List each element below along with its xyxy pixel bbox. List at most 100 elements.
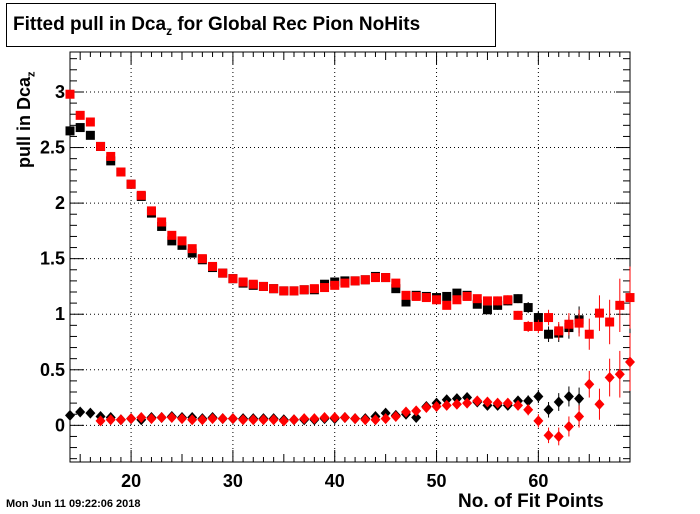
data-point-square [574, 318, 584, 328]
data-point-diamond [177, 413, 187, 425]
x-tick-label: 20 [121, 471, 141, 491]
data-point-diamond [462, 397, 473, 409]
data-point-square [544, 329, 554, 339]
data-point-diamond [472, 395, 483, 407]
x-tick-label: 40 [325, 471, 345, 491]
data-point-diamond [411, 412, 422, 424]
data-point-diamond [289, 414, 299, 426]
data-point-diamond [604, 372, 615, 384]
data-point-diamond [502, 397, 513, 409]
data-point-square [258, 281, 268, 291]
data-point-square [493, 296, 503, 306]
data-point-square [401, 297, 411, 307]
data-point-diamond [401, 406, 411, 418]
data-point-square [564, 319, 574, 329]
data-point-square [228, 274, 238, 284]
data-point-square [279, 286, 289, 296]
data-point-diamond [451, 393, 462, 405]
data-point-diamond [197, 414, 208, 426]
data-point-diamond [65, 409, 75, 421]
data-point-square [96, 141, 106, 151]
data-point-square [218, 268, 228, 278]
x-tick-label: 50 [427, 471, 447, 491]
data-point-diamond [584, 378, 595, 390]
data-point-square [442, 300, 452, 310]
data-point-square [462, 291, 472, 301]
data-point-square [370, 273, 380, 283]
title-prefix: Fitted pull in Dca [13, 14, 167, 35]
data-point-diamond [207, 413, 218, 425]
data-point-diamond [166, 412, 177, 424]
x-axis-label: No. of Fit Points [458, 491, 604, 512]
y-tick-label: 2.5 [40, 138, 65, 158]
data-point-diamond [441, 394, 452, 406]
data-point-diamond [411, 405, 422, 417]
data-point-square [584, 329, 594, 339]
data-point-square [533, 313, 543, 323]
data-point-diamond [380, 407, 391, 419]
data-point-diamond [513, 399, 523, 411]
data-point-diamond [451, 398, 462, 410]
data-point-diamond [156, 412, 167, 424]
y-tick-label: 0 [55, 415, 65, 435]
chart-title-box: Fitted pull in Dcaz for Global Rec Pion … [6, 3, 496, 47]
data-point-diamond [553, 396, 564, 408]
data-point-square [136, 190, 146, 200]
data-point-square [401, 290, 411, 300]
data-point-square [146, 206, 156, 216]
data-point-diamond [523, 395, 534, 407]
data-point-diamond [380, 413, 391, 425]
data-point-diamond [574, 410, 585, 422]
data-point-diamond [553, 430, 564, 442]
data-point-square [452, 288, 462, 298]
data-point-diamond [614, 368, 625, 380]
data-point-diamond [462, 392, 473, 404]
data-point-diamond [482, 396, 493, 408]
data-point-square [625, 293, 635, 303]
data-point-square [503, 295, 513, 305]
data-point-diamond [350, 413, 361, 425]
data-point-square [65, 126, 75, 136]
title-suffix: for Global Rec Pion NoHits [172, 14, 421, 35]
data-point-square [320, 283, 330, 293]
data-point-square [167, 230, 177, 240]
data-point-square [513, 294, 523, 304]
data-point-diamond [278, 415, 289, 427]
data-point-diamond [248, 414, 259, 426]
y-tick-label: 1.5 [40, 249, 65, 269]
data-point-diamond [594, 398, 605, 410]
data-point-diamond [339, 412, 350, 424]
data-point-diamond [431, 400, 442, 412]
data-point-square [360, 275, 370, 285]
data-point-diamond [258, 414, 269, 426]
data-point-square [523, 303, 533, 313]
data-point-diamond [299, 413, 310, 425]
y-tick-label: 3 [55, 82, 65, 102]
data-point-diamond [95, 415, 106, 427]
data-point-diamond [85, 407, 96, 419]
timestamp: Mon Jun 11 09:22:06 2018 [6, 498, 141, 510]
data-point-diamond [543, 404, 554, 416]
data-point-diamond [217, 413, 228, 425]
data-point-square [65, 89, 75, 99]
chart-title: Fitted pull in Dcaz for Global Rec Pion … [13, 14, 420, 38]
data-point-diamond [187, 414, 198, 426]
data-point-diamond [115, 414, 126, 426]
data-point-diamond [533, 390, 544, 402]
data-point-square [523, 321, 533, 331]
data-point-square [85, 117, 95, 127]
data-point-diamond [625, 356, 635, 368]
data-point-square [381, 273, 391, 283]
data-point-square [482, 305, 492, 315]
data-point-square [197, 254, 207, 264]
data-point-square [472, 294, 482, 304]
data-point-square [177, 236, 187, 246]
y-tick-label: 0.5 [40, 360, 65, 380]
data-point-square [442, 291, 452, 301]
data-point-diamond [126, 413, 137, 425]
y-axis-label: pull in Dcaz [14, 71, 38, 168]
data-point-square [238, 277, 248, 287]
data-point-square [452, 295, 462, 305]
data-point-square [350, 276, 360, 286]
plot-frame [69, 51, 631, 463]
